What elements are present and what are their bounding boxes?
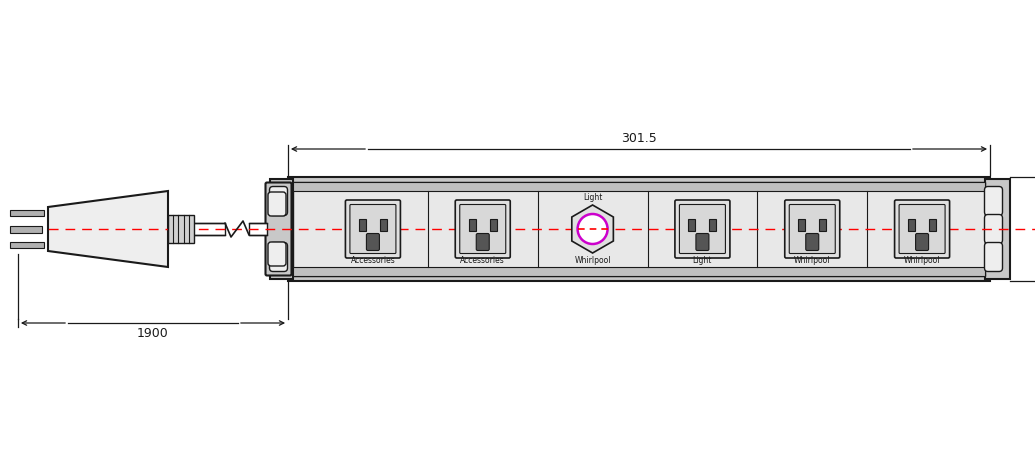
Bar bbox=[10, 242, 45, 248]
FancyBboxPatch shape bbox=[806, 234, 819, 251]
FancyBboxPatch shape bbox=[455, 200, 510, 258]
Bar bbox=[249, 223, 267, 235]
FancyBboxPatch shape bbox=[984, 186, 1003, 216]
Bar bbox=[359, 219, 366, 231]
Bar bbox=[270, 179, 293, 279]
FancyBboxPatch shape bbox=[899, 205, 945, 253]
Polygon shape bbox=[48, 191, 168, 267]
FancyBboxPatch shape bbox=[790, 205, 835, 253]
Text: Accessories: Accessories bbox=[461, 256, 505, 265]
Bar bbox=[929, 219, 936, 231]
Bar bbox=[469, 219, 476, 231]
FancyBboxPatch shape bbox=[916, 234, 928, 251]
Text: Light: Light bbox=[583, 193, 602, 202]
FancyBboxPatch shape bbox=[679, 205, 726, 253]
FancyBboxPatch shape bbox=[476, 234, 490, 251]
FancyBboxPatch shape bbox=[268, 192, 286, 216]
Bar bbox=[168, 215, 194, 243]
FancyBboxPatch shape bbox=[366, 234, 380, 251]
Bar bbox=[10, 225, 42, 233]
FancyBboxPatch shape bbox=[269, 186, 288, 216]
Bar bbox=[820, 219, 826, 231]
Text: Whirlpool: Whirlpool bbox=[794, 256, 830, 265]
Bar bbox=[293, 267, 985, 276]
Text: Light: Light bbox=[692, 256, 712, 265]
Text: 1900: 1900 bbox=[137, 327, 169, 340]
FancyBboxPatch shape bbox=[984, 242, 1003, 272]
Bar bbox=[193, 223, 225, 235]
FancyBboxPatch shape bbox=[268, 242, 286, 266]
Text: Whirlpool: Whirlpool bbox=[574, 256, 611, 265]
Text: Whirlpool: Whirlpool bbox=[904, 256, 941, 265]
FancyBboxPatch shape bbox=[894, 200, 949, 258]
Bar bbox=[798, 219, 805, 231]
Bar bbox=[985, 179, 1010, 279]
Bar bbox=[490, 219, 497, 231]
FancyBboxPatch shape bbox=[984, 214, 1003, 244]
Ellipse shape bbox=[578, 214, 608, 244]
Text: 301.5: 301.5 bbox=[621, 132, 657, 145]
FancyBboxPatch shape bbox=[675, 200, 730, 258]
Bar bbox=[908, 219, 915, 231]
Bar bbox=[709, 219, 716, 231]
Bar bbox=[293, 182, 985, 191]
Polygon shape bbox=[571, 205, 614, 253]
Bar bbox=[288, 177, 990, 281]
FancyBboxPatch shape bbox=[785, 200, 839, 258]
Bar bbox=[688, 219, 696, 231]
FancyBboxPatch shape bbox=[269, 242, 288, 272]
FancyBboxPatch shape bbox=[266, 182, 292, 276]
FancyBboxPatch shape bbox=[696, 234, 709, 251]
Bar bbox=[293, 182, 985, 276]
Bar bbox=[380, 219, 387, 231]
Text: Accessories: Accessories bbox=[351, 256, 395, 265]
FancyBboxPatch shape bbox=[350, 205, 396, 253]
FancyBboxPatch shape bbox=[346, 200, 401, 258]
Bar bbox=[10, 210, 45, 216]
FancyBboxPatch shape bbox=[460, 205, 506, 253]
